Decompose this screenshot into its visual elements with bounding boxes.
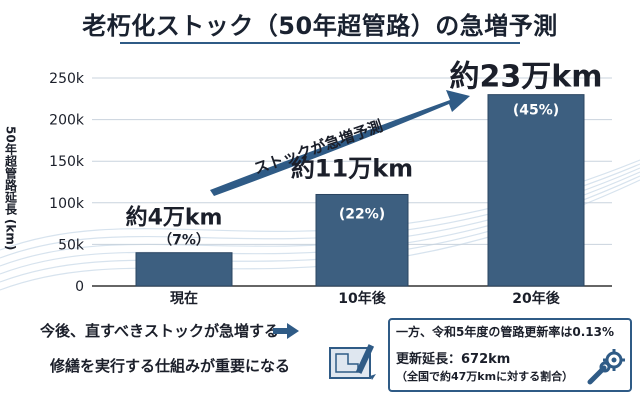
x-tick-label: 10年後 [338,290,386,307]
note-renewal-rate: 一方、令和5年度の管路更新率は0.13% [396,325,614,339]
wrench-gear-icon [586,346,626,390]
chart-title: 老朽化ストック（50年超管路）の急増予測 [82,12,558,40]
x-tick-label: 20年後 [512,290,560,307]
bars [135,94,585,287]
message-line-1: 今後、直すべきストックが急増する [40,320,299,341]
value-label: 約4万km [126,205,223,231]
value-labels: 約4万km 約11万km 約23万km （7%） (22%) (45%) [126,60,603,249]
value-label: 約23万km [450,60,603,95]
message-text-1: 今後、直すべきストックが急増する [40,322,279,340]
trend-arrow-shape [210,90,470,196]
bar [487,94,585,287]
y-tick-label: 0 [75,279,84,295]
percent-label: (22%) [339,206,385,222]
note-ratio-explanation: （全国で約47万kmに対する割合） [396,370,574,383]
title-underline [120,42,520,44]
note-renewal-length: 更新延長：672km [396,352,511,367]
value-label: 約11万km [291,154,413,182]
x-tick-labels: 現在 10年後 20年後 [170,290,561,307]
blueprint-icon [328,340,380,392]
y-tick-label: 200k [49,113,85,129]
bar [315,193,409,287]
message-text-2: 修繕を実行する仕組みが重要になる [50,357,291,375]
x-tick-label: 現在 [170,290,198,307]
note-box: 一方、令和5年度の管路更新率は0.13% 更新延長：672km （全国で約47万… [388,318,632,392]
percent-label: （7%） [158,233,210,249]
y-tick-labels: 0 50k 100k 150k 200k 250k [49,71,85,295]
bar [135,252,233,287]
right-arrow-icon [272,322,299,339]
y-tick-label: 100k [49,196,85,212]
y-tick-label: 250k [49,71,85,87]
percent-label: (45%) [513,103,559,119]
y-axis-label: 50年超管路延長 (km) [3,125,18,251]
y-tick-label: 50k [58,237,85,253]
message-line-2: 修繕を実行する仕組みが重要になる [50,355,290,376]
y-tick-label: 150k [49,154,85,170]
